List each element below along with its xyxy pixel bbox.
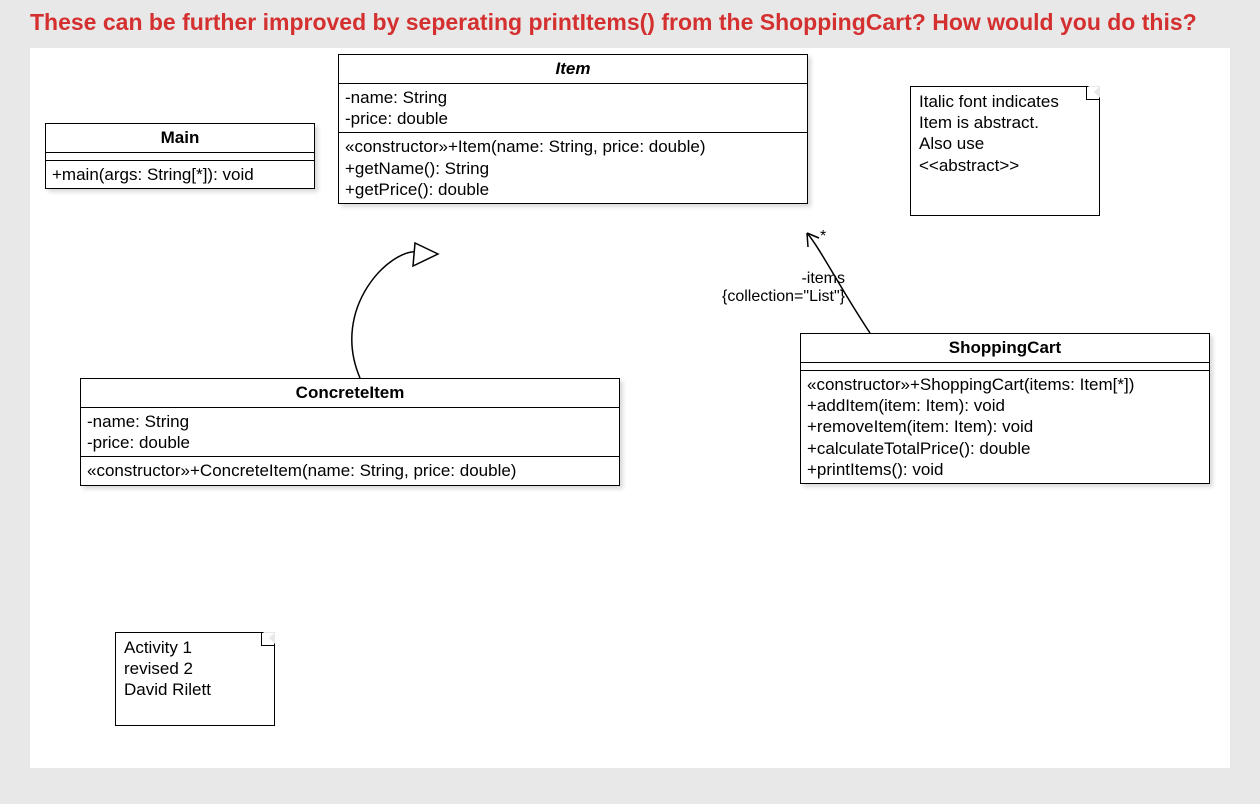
- class-main-ops: +main(args: String[*]): void: [46, 161, 314, 188]
- gen-line: [352, 252, 418, 378]
- assoc-multiplicity: *: [820, 228, 826, 246]
- question-header: These can be further improved by seperat…: [0, 0, 1260, 48]
- class-concreteitem-ops: «constructor»+ConcreteItem(name: String,…: [81, 457, 619, 484]
- class-item: Item -name: String -price: double «const…: [338, 54, 808, 204]
- gen-arrowhead: [413, 243, 438, 266]
- class-item-ops: «constructor»+Item(name: String, price: …: [339, 133, 807, 203]
- op: «constructor»+ShoppingCart(items: Item[*…: [807, 374, 1203, 395]
- class-concreteitem: ConcreteItem -name: String -price: doubl…: [80, 378, 620, 486]
- class-main-name: Main: [46, 124, 314, 153]
- op: +printItems(): void: [807, 459, 1203, 480]
- class-shoppingcart-name: ShoppingCart: [801, 334, 1209, 363]
- attr: -name: String: [345, 87, 801, 108]
- attr: -price: double: [345, 108, 801, 129]
- op: +getName(): String: [345, 158, 801, 179]
- note-abstract: Italic font indicates Item is abstract. …: [910, 86, 1100, 216]
- attr: -price: double: [87, 432, 613, 453]
- op: +getPrice(): double: [345, 179, 801, 200]
- op: «constructor»+Item(name: String, price: …: [345, 136, 801, 157]
- role-line: {collection="List"}: [722, 288, 845, 306]
- class-shoppingcart: ShoppingCart «constructor»+ShoppingCart(…: [800, 333, 1210, 484]
- op: +main(args: String[*]): void: [52, 164, 308, 185]
- class-item-name: Item: [339, 55, 807, 84]
- role-line: -items: [722, 270, 845, 288]
- note-author: Activity 1 revised 2 David Rilett: [115, 632, 275, 726]
- op: +calculateTotalPrice(): double: [807, 438, 1203, 459]
- assoc-role: -items {collection="List"}: [722, 270, 845, 306]
- diagram-canvas: Main +main(args: String[*]): void Item -…: [30, 48, 1230, 768]
- class-concreteitem-name: ConcreteItem: [81, 379, 619, 408]
- class-shoppingcart-ops: «constructor»+ShoppingCart(items: Item[*…: [801, 371, 1209, 483]
- class-concreteitem-attrs: -name: String -price: double: [81, 408, 619, 458]
- class-main: Main +main(args: String[*]): void: [45, 123, 315, 189]
- assoc-arrow: [807, 233, 819, 247]
- class-item-attrs: -name: String -price: double: [339, 84, 807, 134]
- class-main-attrs: [46, 153, 314, 161]
- attr: -name: String: [87, 411, 613, 432]
- op: «constructor»+ConcreteItem(name: String,…: [87, 460, 613, 481]
- op: +addItem(item: Item): void: [807, 395, 1203, 416]
- class-shoppingcart-attrs: [801, 363, 1209, 371]
- op: +removeItem(item: Item): void: [807, 416, 1203, 437]
